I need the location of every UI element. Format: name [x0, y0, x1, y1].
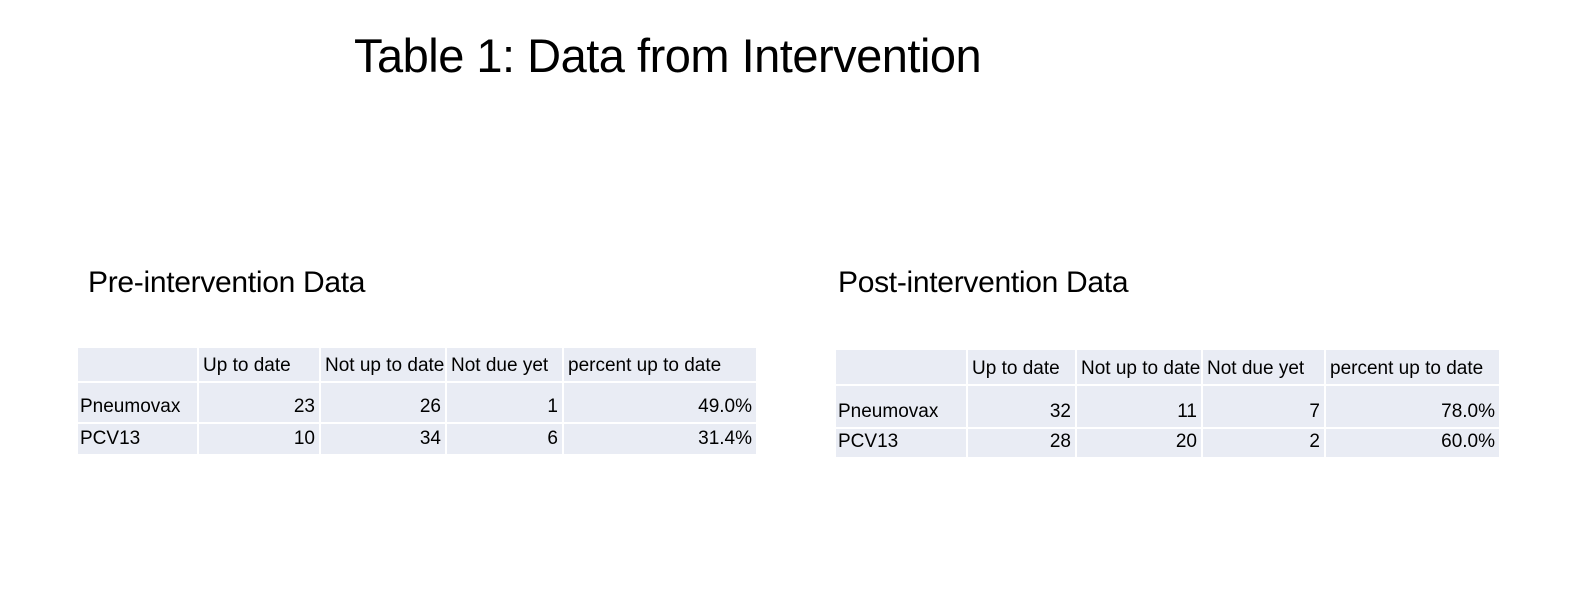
table-header-row: Up to date Not up to date Not due yet pe… [76, 346, 758, 383]
header-cell-blank [834, 348, 968, 386]
table-header-row: Up to date Not up to date Not due yet pe… [834, 348, 1501, 386]
table-row-pcv13: PCV13 28 20 2 60.0% [834, 427, 1501, 459]
row-label-cell: PCV13 [76, 422, 199, 456]
value-cell: 32 [966, 384, 1077, 429]
header-cell-up-to-date: Up to date [966, 348, 1077, 386]
value-cell: 10 [197, 422, 321, 456]
value-cell: 23 [197, 381, 321, 424]
slide-title: Table 1: Data from Intervention [354, 29, 982, 82]
header-cell-not-up-to-date: Not up to date [1075, 348, 1203, 386]
table-row-pneumovax: Pneumovax 23 26 1 49.0% [76, 381, 758, 424]
post-intervention-table: Up to date Not up to date Not due yet pe… [834, 348, 1501, 459]
value-cell: 28 [966, 427, 1077, 459]
value-cell: 26 [319, 381, 447, 424]
row-label-cell: PCV13 [834, 427, 968, 459]
post-intervention-heading: Post-intervention Data [838, 266, 1129, 299]
value-cell: 31.4% [562, 422, 758, 456]
pre-intervention-table: Up to date Not up to date Not due yet pe… [76, 346, 758, 456]
row-label-cell: Pneumovax [834, 384, 968, 429]
pre-intervention-heading: Pre-intervention Data [88, 266, 366, 299]
table-row-pcv13: PCV13 10 34 6 31.4% [76, 422, 758, 456]
value-cell: 2 [1201, 427, 1326, 459]
value-cell: 1 [445, 381, 564, 424]
value-cell: 20 [1075, 427, 1203, 459]
header-cell-up-to-date: Up to date [197, 346, 321, 383]
value-cell: 34 [319, 422, 447, 456]
header-cell-not-due-yet: Not due yet [445, 346, 564, 383]
header-cell-percent-up-to-date: percent up to date [1324, 348, 1501, 386]
value-cell: 7 [1201, 384, 1326, 429]
header-cell-blank [76, 346, 199, 383]
value-cell: 78.0% [1324, 384, 1501, 429]
header-cell-not-up-to-date: Not up to date [319, 346, 447, 383]
header-cell-not-due-yet: Not due yet [1201, 348, 1326, 386]
row-label-cell: Pneumovax [76, 381, 199, 424]
header-cell-percent-up-to-date: percent up to date [562, 346, 758, 383]
table-row-pneumovax: Pneumovax 32 11 7 78.0% [834, 384, 1501, 429]
value-cell: 60.0% [1324, 427, 1501, 459]
value-cell: 6 [445, 422, 564, 456]
value-cell: 49.0% [562, 381, 758, 424]
value-cell: 11 [1075, 384, 1203, 429]
